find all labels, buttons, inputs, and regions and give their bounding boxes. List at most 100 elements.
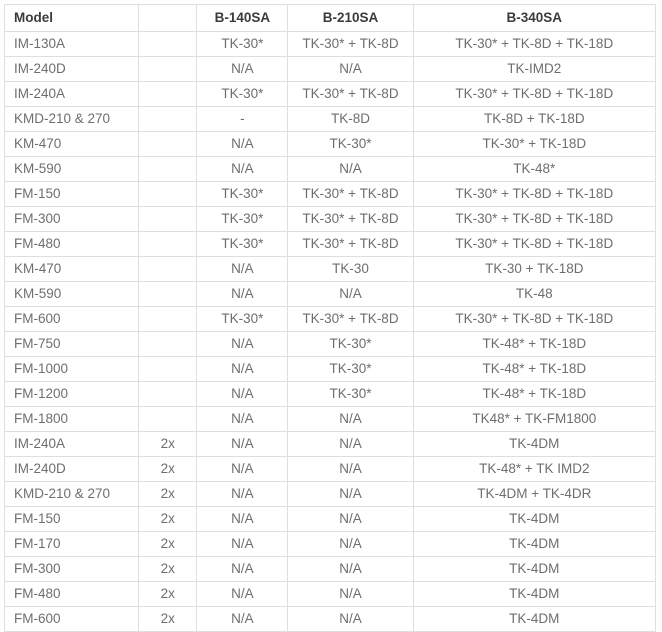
cell-b340sa: TK-4DM xyxy=(412,531,657,557)
cell-b340sa: TK-30* + TK-8D + TK-18D xyxy=(412,231,657,257)
cell-b340sa: TK-IMD2 xyxy=(412,56,657,82)
table-row: FM-1200 N/A TK-30* TK-48* + TK-18D xyxy=(3,381,657,407)
cell-b340sa: TK-30* + TK-18D xyxy=(412,131,657,157)
cell-b210sa: N/A xyxy=(287,281,414,307)
cell-model: FM-1800 xyxy=(3,406,140,432)
cell-b210sa: TK-30* + TK-8D xyxy=(287,81,414,107)
cell-b140sa: TK-30* xyxy=(196,231,289,257)
table-row: KM-590 N/A N/A TK-48* xyxy=(3,156,657,182)
cell-b140sa: N/A xyxy=(196,331,289,357)
table-row: FM-300 2x N/A N/A TK-4DM xyxy=(3,556,657,582)
column-header-b140sa: B-140SA xyxy=(196,4,289,32)
cell-b210sa: TK-30* xyxy=(287,131,414,157)
cell-multiplier xyxy=(138,231,198,257)
cell-b340sa: TK-48* + TK-18D xyxy=(412,381,657,407)
cell-b340sa: TK-4DM xyxy=(412,556,657,582)
cell-b210sa: N/A xyxy=(287,481,414,507)
cell-b340sa: TK-30* + TK-8D + TK-18D xyxy=(412,81,657,107)
cell-b210sa: N/A xyxy=(287,406,414,432)
cell-model: FM-170 xyxy=(3,531,140,557)
compatibility-table: Model B-140SA B-210SA B-340SA IM-130A TK-… xyxy=(3,4,657,632)
table-row: IM-240A TK-30* TK-30* + TK-8D TK-30* + TK-8… xyxy=(3,81,657,107)
cell-b140sa: N/A xyxy=(196,556,289,582)
cell-multiplier xyxy=(138,31,198,57)
table-header: Model B-140SA B-210SA B-340SA xyxy=(3,4,657,32)
cell-model: KMD-210 & 270 xyxy=(3,481,140,507)
cell-b210sa: TK-30* xyxy=(287,381,414,407)
table-row: FM-170 2x N/A N/A TK-4DM xyxy=(3,531,657,557)
cell-multiplier xyxy=(138,56,198,82)
cell-b210sa: TK-30* + TK-8D xyxy=(287,31,414,57)
cell-b140sa: TK-30* xyxy=(196,181,289,207)
column-header-b210sa: B-210SA xyxy=(287,4,414,32)
table-row: IM-130A TK-30* TK-30* + TK-8D TK-30* + TK-8… xyxy=(3,31,657,57)
cell-model: FM-150 xyxy=(3,506,140,532)
table-row: KM-470 N/A TK-30* TK-30* + TK-18D xyxy=(3,131,657,157)
cell-multiplier: 2x xyxy=(138,506,198,532)
cell-b210sa: TK-30* xyxy=(287,331,414,357)
table-row: FM-480 TK-30* TK-30* + TK-8D TK-30* + TK-8D… xyxy=(3,231,657,257)
cell-b340sa: TK-48* + TK IMD2 xyxy=(412,456,657,482)
cell-multiplier xyxy=(138,156,198,182)
cell-b340sa: TK48* + TK-FM1800 xyxy=(412,406,657,432)
cell-b210sa: TK-30* + TK-8D xyxy=(287,306,414,332)
cell-model: KM-470 xyxy=(3,131,140,157)
cell-multiplier: 2x xyxy=(138,456,198,482)
cell-multiplier: 2x xyxy=(138,606,198,632)
cell-b140sa: N/A xyxy=(196,156,289,182)
cell-multiplier xyxy=(138,206,198,232)
cell-b210sa: N/A xyxy=(287,506,414,532)
cell-model: IM-240D xyxy=(3,456,140,482)
cell-model: IM-130A xyxy=(3,31,140,57)
table-row: FM-150 TK-30* TK-30* + TK-8D TK-30* + TK-8D… xyxy=(3,181,657,207)
cell-b140sa: N/A xyxy=(196,581,289,607)
table-row: IM-240A 2x N/A N/A TK-4DM xyxy=(3,431,657,457)
cell-b140sa: N/A xyxy=(196,56,289,82)
cell-multiplier: 2x xyxy=(138,581,198,607)
table-row: KMD-210 & 270 - TK-8D TK-8D + TK-18D xyxy=(3,106,657,132)
cell-b140sa: N/A xyxy=(196,131,289,157)
cell-b340sa: TK-8D + TK-18D xyxy=(412,106,657,132)
table-body: IM-130A TK-30* TK-30* + TK-8D TK-30* + TK-8… xyxy=(3,31,657,632)
cell-b210sa: N/A xyxy=(287,556,414,582)
cell-b140sa: TK-30* xyxy=(196,31,289,57)
cell-multiplier xyxy=(138,81,198,107)
cell-multiplier: 2x xyxy=(138,531,198,557)
compatibility-table-container: Model B-140SA B-210SA B-340SA IM-130A TK-… xyxy=(3,4,657,632)
cell-b340sa: TK-30* + TK-8D + TK-18D xyxy=(412,206,657,232)
cell-b210sa: N/A xyxy=(287,606,414,632)
table-row: KM-590 N/A N/A TK-48 xyxy=(3,281,657,307)
cell-model: KM-590 xyxy=(3,156,140,182)
table-header-row: Model B-140SA B-210SA B-340SA xyxy=(3,4,657,32)
cell-b210sa: TK-30* + TK-8D xyxy=(287,231,414,257)
table-row: IM-240D 2x N/A N/A TK-48* + TK IMD2 xyxy=(3,456,657,482)
cell-b340sa: TK-48* + TK-18D xyxy=(412,356,657,382)
cell-b210sa: N/A xyxy=(287,56,414,82)
cell-b340sa: TK-48* xyxy=(412,156,657,182)
cell-b210sa: TK-30* + TK-8D xyxy=(287,206,414,232)
cell-model: KM-470 xyxy=(3,256,140,282)
table-row: KM-470 N/A TK-30 TK-30 + TK-18D xyxy=(3,256,657,282)
cell-b210sa: N/A xyxy=(287,456,414,482)
cell-b340sa: TK-4DM + TK-4DR xyxy=(412,481,657,507)
cell-multiplier xyxy=(138,181,198,207)
cell-multiplier xyxy=(138,106,198,132)
cell-model: IM-240A xyxy=(3,81,140,107)
cell-model: KM-590 xyxy=(3,281,140,307)
cell-b140sa: N/A xyxy=(196,281,289,307)
cell-b140sa: N/A xyxy=(196,531,289,557)
cell-b140sa: - xyxy=(196,106,289,132)
cell-multiplier: 2x xyxy=(138,431,198,457)
cell-model: FM-300 xyxy=(3,556,140,582)
cell-b140sa: N/A xyxy=(196,356,289,382)
cell-b210sa: TK-30* xyxy=(287,356,414,382)
cell-b140sa: TK-30* xyxy=(196,306,289,332)
column-header-model: Model xyxy=(3,4,140,32)
cell-b340sa: TK-4DM xyxy=(412,606,657,632)
cell-b210sa: TK-8D xyxy=(287,106,414,132)
cell-b340sa: TK-48* + TK-18D xyxy=(412,331,657,357)
cell-model: FM-1200 xyxy=(3,381,140,407)
cell-b340sa: TK-4DM xyxy=(412,506,657,532)
table-row: FM-1000 N/A TK-30* TK-48* + TK-18D xyxy=(3,356,657,382)
cell-multiplier xyxy=(138,356,198,382)
